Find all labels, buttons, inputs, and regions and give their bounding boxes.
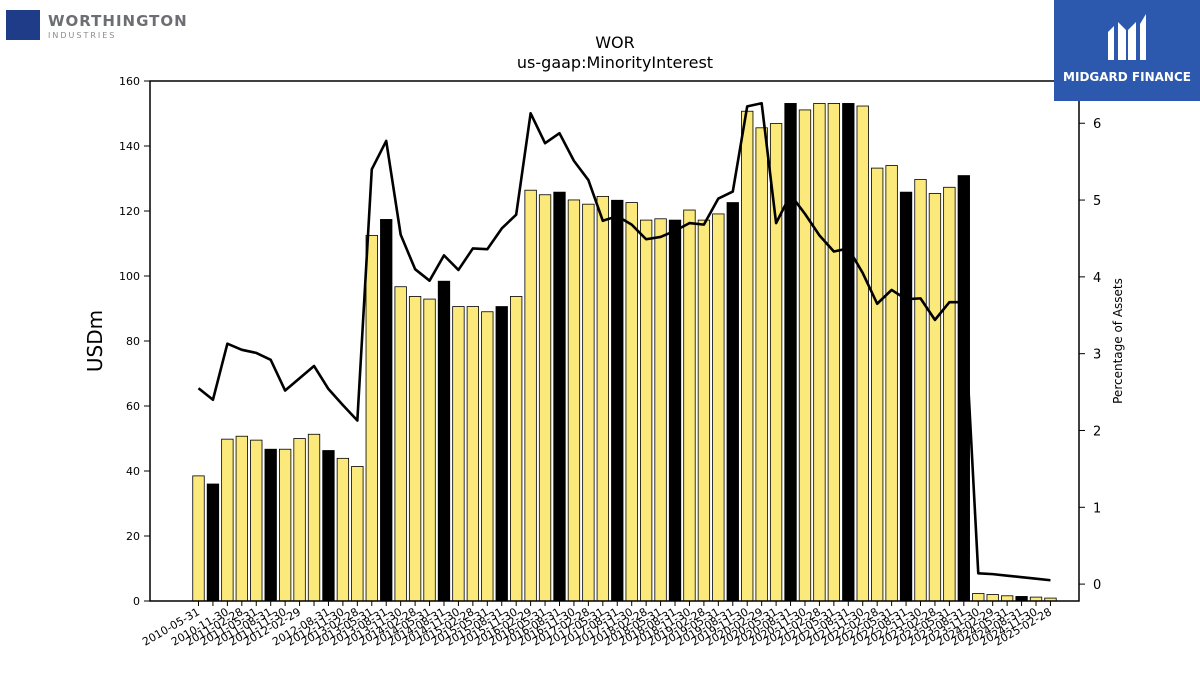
y2-tick-label: 4 <box>1093 271 1101 286</box>
bar <box>394 286 407 602</box>
bar <box>668 219 682 602</box>
y-tick-label: 40 <box>126 465 140 478</box>
bar <box>278 448 292 602</box>
bars-layer <box>192 103 1057 602</box>
brand-logo-icon <box>1108 14 1146 60</box>
bar <box>495 306 508 602</box>
y-tick-label: 140 <box>119 140 140 153</box>
bar <box>510 296 523 602</box>
y2-tick-label: 6 <box>1093 117 1101 132</box>
bar <box>264 448 277 602</box>
y2-axis-label: Percentage of Assets <box>1111 278 1125 404</box>
bar <box>827 103 841 602</box>
bar <box>654 218 667 602</box>
bar <box>553 191 566 602</box>
bar <box>842 103 855 602</box>
bar <box>192 475 205 602</box>
y-tick-label: 0 <box>133 595 140 608</box>
y-tick-label: 120 <box>119 205 140 218</box>
bar <box>466 306 480 602</box>
bar <box>813 103 826 602</box>
bar <box>423 298 436 602</box>
chart-subtitle: us-gaap:MinorityInterest <box>517 53 713 72</box>
bar <box>221 438 234 602</box>
bar <box>596 195 609 602</box>
bar <box>408 296 422 602</box>
bar <box>928 193 942 602</box>
bar <box>611 199 624 602</box>
y2-tick-label: 3 <box>1093 348 1101 363</box>
bar <box>726 202 739 602</box>
bar <box>293 438 306 602</box>
y-tick-label: 160 <box>119 75 140 88</box>
brand-watermark-label: MIDGARD FINANCE <box>1063 70 1191 84</box>
bar <box>871 167 884 602</box>
bar <box>943 186 956 602</box>
bar <box>914 179 927 602</box>
y-tick-label: 60 <box>126 400 140 413</box>
x-axis: 2010-05-312010-11-302011-02-282011-05-31… <box>140 601 1054 649</box>
y2-tick-label: 1 <box>1093 501 1101 516</box>
bar <box>235 435 248 602</box>
y-axis-left: 0 20 40 60 80 100 120 140 160 <box>119 75 150 608</box>
bar <box>986 594 999 602</box>
bar <box>365 234 378 602</box>
bar <box>899 191 913 602</box>
y-tick-label: 80 <box>126 335 140 348</box>
bar <box>538 194 552 602</box>
y-tick-label: 100 <box>119 270 140 283</box>
y2-tick-label: 2 <box>1093 424 1101 439</box>
bar <box>437 280 451 602</box>
series-line <box>197 101 1051 582</box>
y-axis-right: 0 1 2 3 4 5 6 <box>1079 117 1101 593</box>
bar <box>380 219 393 602</box>
bar <box>582 203 595 602</box>
bar <box>741 110 754 602</box>
line-layer <box>197 101 1051 582</box>
bar <box>755 127 768 602</box>
logo-company-name: WORTHINGTON <box>48 12 188 30</box>
bar <box>250 439 263 602</box>
bar <box>885 165 898 602</box>
bar <box>697 219 711 602</box>
bar <box>798 109 812 602</box>
bar <box>206 483 220 602</box>
bar <box>351 466 364 602</box>
y-axis-label: USDm <box>83 310 107 372</box>
company-logo: WORTHINGTON INDUSTRIES <box>6 8 196 44</box>
bar <box>336 457 350 602</box>
bar <box>972 593 985 602</box>
y2-tick-label: 0 <box>1093 578 1101 593</box>
bar <box>452 306 465 602</box>
bar <box>625 202 638 602</box>
y2-tick-label: 5 <box>1093 194 1101 209</box>
bar <box>567 199 581 602</box>
bar <box>683 209 696 602</box>
bar <box>481 311 494 602</box>
brand-watermark: MIDGARD FINANCE <box>1054 0 1200 101</box>
bar <box>712 213 725 602</box>
bar <box>322 450 335 602</box>
bar <box>524 189 537 602</box>
bar <box>1000 595 1014 602</box>
bar <box>307 433 321 602</box>
logo-company-sub: INDUSTRIES <box>48 31 117 40</box>
y-tick-label: 20 <box>126 530 140 543</box>
logo-mark-icon <box>6 10 40 40</box>
bar <box>639 219 653 602</box>
bar <box>784 103 797 602</box>
bar <box>856 105 869 602</box>
chart-title: WOR <box>595 33 635 52</box>
